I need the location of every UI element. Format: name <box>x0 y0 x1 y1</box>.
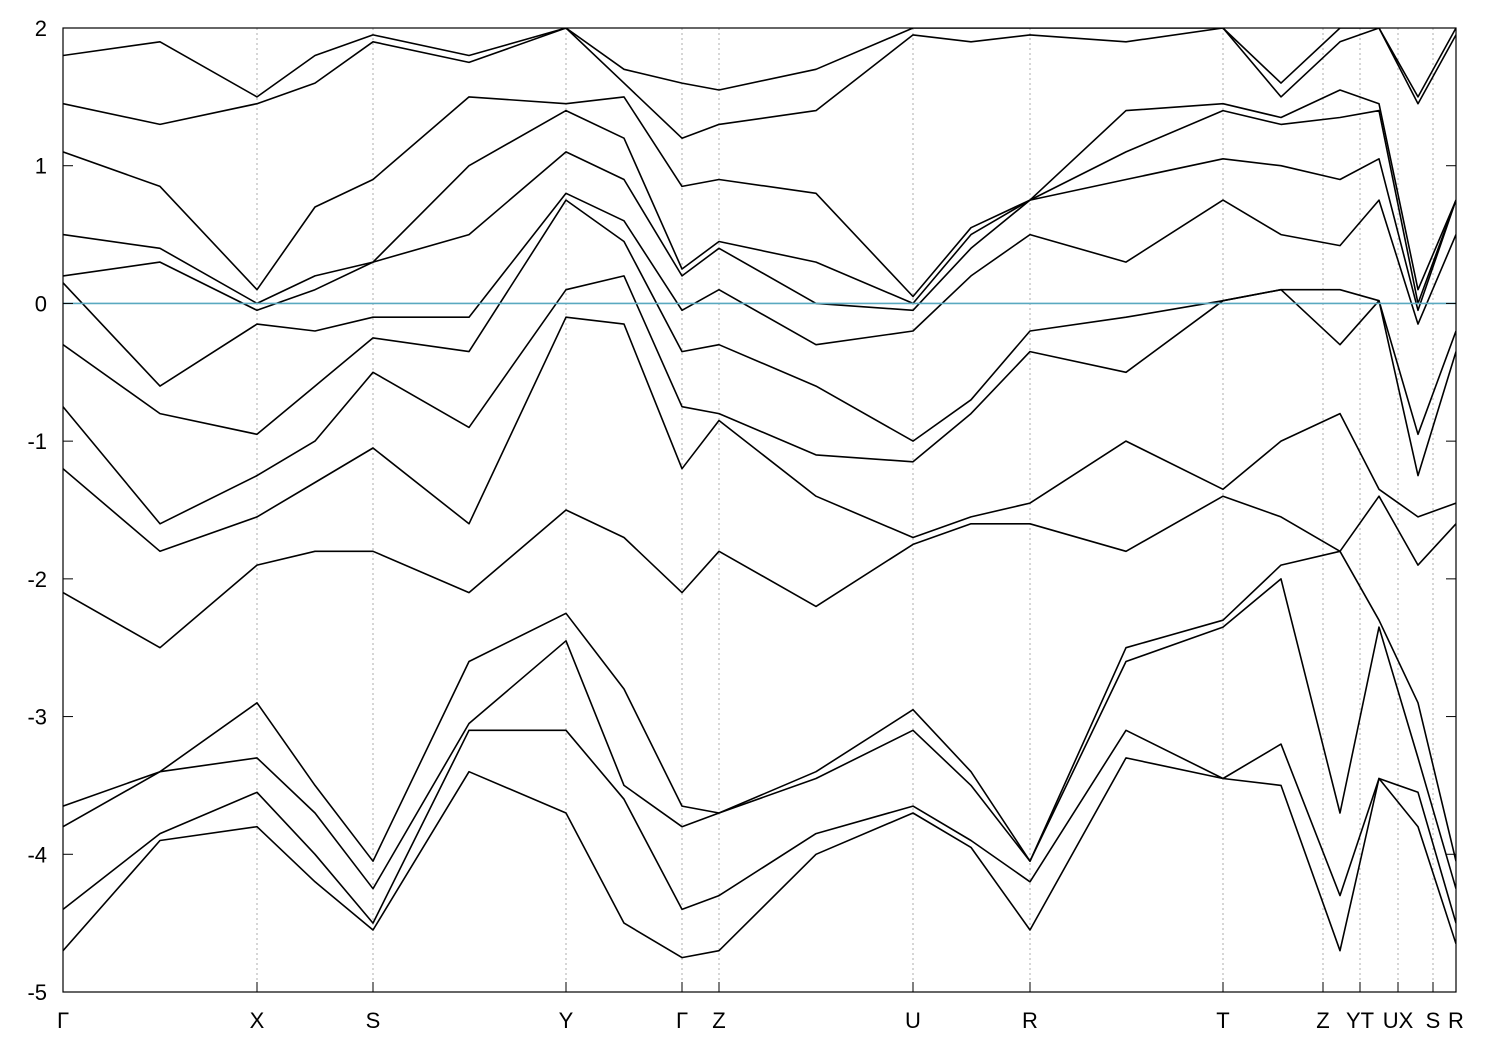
y-tick-label: 1 <box>35 154 47 179</box>
plot-frame <box>62 27 1457 993</box>
y-tick-label: -4 <box>27 842 47 867</box>
y-tick-label: -5 <box>27 980 47 1005</box>
band-line <box>63 192 1456 387</box>
band-line <box>63 757 1456 959</box>
x-tick-label: Γ <box>57 1008 69 1033</box>
bands <box>63 28 1456 959</box>
x-tick-label: R <box>1448 1008 1464 1033</box>
x-tick-label: Y <box>559 1008 574 1033</box>
band-line <box>63 275 1456 525</box>
x-tick-label: YT <box>1346 1008 1374 1033</box>
x-tick-label: S <box>1426 1008 1441 1033</box>
x-tick-label: R <box>1022 1008 1038 1033</box>
x-tick-label: Γ <box>676 1008 688 1033</box>
x-tick-label: Z <box>712 1008 725 1033</box>
x-tick-label: Z <box>1316 1008 1329 1033</box>
band-line <box>63 316 1456 553</box>
y-tick-label: -1 <box>27 429 47 454</box>
band-line <box>63 89 1456 298</box>
x-tick-label: T <box>1216 1008 1229 1033</box>
band-line <box>63 109 1456 305</box>
x-tick-label: UX <box>1383 1008 1414 1033</box>
y-tick-label: -3 <box>27 705 47 730</box>
x-tick-label: X <box>250 1008 265 1033</box>
y-tick-label: 0 <box>35 291 47 316</box>
y-tick-label: -2 <box>27 567 47 592</box>
band-line <box>63 199 1456 442</box>
band-line <box>63 550 1456 862</box>
grid <box>256 28 1434 992</box>
band-line <box>63 729 1456 924</box>
band-line <box>63 495 1456 649</box>
band-line <box>63 28 1456 139</box>
y-tick-label: 2 <box>35 16 47 41</box>
x-tick-label: S <box>366 1008 381 1033</box>
band-line <box>63 28 1456 98</box>
x-tick-label: U <box>905 1008 921 1033</box>
band-line <box>63 578 1456 890</box>
